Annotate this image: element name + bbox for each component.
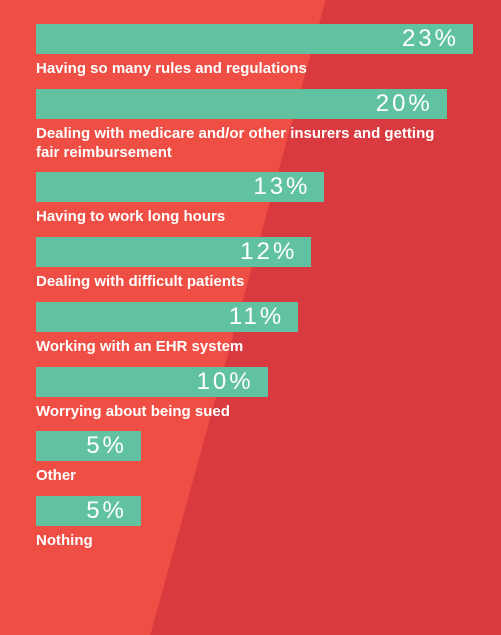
bar-track: 20% (36, 89, 473, 119)
bar-row: 5% Nothing (36, 496, 473, 551)
bar-row: 10% Worrying about being sued (36, 367, 473, 422)
bar-value: 20% (376, 90, 433, 118)
bar-fill: 13% (36, 172, 324, 202)
bar-track: 10% (36, 367, 473, 397)
bar-row: 13% Having to work long hours (36, 172, 473, 227)
horizontal-bar-chart: 23%Having so many rules and regulations2… (0, 0, 501, 585)
bar-track: 11% (36, 302, 473, 332)
bar-label: Working with an EHR system (36, 338, 456, 357)
bar-value: 12% (240, 238, 297, 266)
bar-value: 5% (86, 497, 127, 525)
bar-value: 10% (197, 368, 254, 396)
bar-track: 23% (36, 24, 473, 54)
bar-track: 12% (36, 237, 473, 267)
bar-row: 20% Dealing with medicare and/or other in… (36, 89, 473, 163)
bar-fill: 12% (36, 237, 311, 267)
bar-row: 12% Dealing with difficult patients (36, 237, 473, 292)
bar-label: Dealing with difficult patients (36, 273, 456, 292)
bar-row: 23% Having so many rules and regulations (36, 24, 473, 79)
bar-track: 13% (36, 172, 473, 202)
bar-label: Nothing (36, 532, 456, 551)
bar-row: 5% Other (36, 431, 473, 486)
bar-label: Having to work long hours (36, 208, 456, 227)
bar-fill: 20% (36, 89, 447, 119)
bar-fill: 10% (36, 367, 268, 397)
bar-label: Worrying about being sued (36, 403, 456, 422)
bar-fill: 5% (36, 431, 141, 461)
bar-track: 5% (36, 431, 473, 461)
bar-label: Other (36, 467, 456, 486)
bar-fill: 23% (36, 24, 473, 54)
bar-value: 11% (229, 303, 284, 331)
bar-row: 11% Working with an EHR system (36, 302, 473, 357)
bar-track: 5% (36, 496, 473, 526)
bar-value: 23% (402, 25, 459, 53)
bar-value: 5% (86, 432, 127, 460)
bar-fill: 11% (36, 302, 298, 332)
bar-fill: 5% (36, 496, 141, 526)
bar-label: Having so many rules and regulations (36, 60, 456, 79)
bar-value: 13% (253, 173, 310, 201)
bar-label: Dealing with medicare and/or other insur… (36, 125, 456, 163)
